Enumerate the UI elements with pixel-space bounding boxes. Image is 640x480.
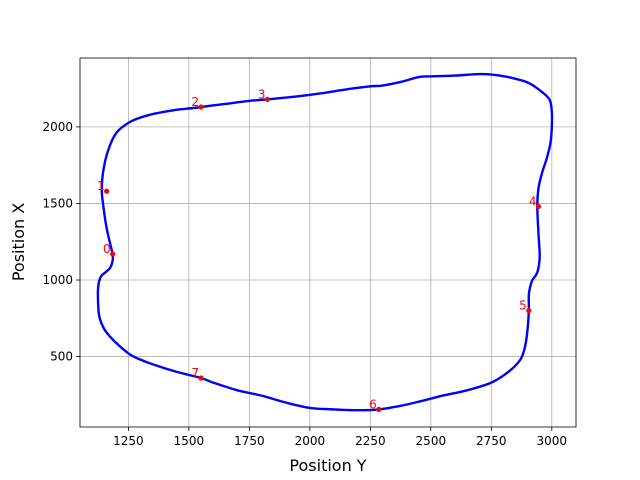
y-tick-label: 500	[50, 350, 73, 364]
marker-point	[198, 104, 204, 110]
marker-label: 3	[258, 87, 266, 101]
x-tick: 3000	[537, 427, 568, 448]
markers: 0 1 2 3 4 5 6 7	[97, 87, 542, 412]
marker-label: 4	[529, 195, 537, 209]
x-tick: 1250	[113, 427, 144, 448]
marker-point	[110, 251, 116, 257]
x-tick-label: 1500	[174, 434, 205, 448]
series-line	[96, 72, 554, 412]
marker-label: 7	[191, 366, 199, 380]
x-tick-label: 2500	[416, 434, 447, 448]
marker-label: 1	[97, 179, 105, 193]
marker-0: 0	[103, 242, 116, 257]
x-tick-label: 3000	[537, 434, 568, 448]
y-tick-label: 1000	[42, 273, 73, 287]
x-tick: 2250	[355, 427, 386, 448]
marker-point	[198, 375, 204, 381]
marker-6: 6	[369, 397, 382, 412]
x-tick-label: 1750	[234, 434, 265, 448]
y-axis-label: Position X	[9, 203, 28, 281]
x-tick: 1500	[174, 427, 205, 448]
marker-label: 0	[103, 242, 111, 256]
marker-label: 6	[369, 397, 377, 411]
x-tick: 2750	[476, 427, 507, 448]
marker-1: 1	[97, 179, 110, 194]
x-tick-label: 2250	[355, 434, 386, 448]
marker-5: 5	[519, 299, 532, 314]
x-tick: 2000	[295, 427, 326, 448]
marker-point	[526, 308, 532, 314]
y-tick: 2000	[42, 120, 80, 134]
marker-point	[264, 96, 271, 102]
y-tick: 500	[50, 350, 80, 364]
y-tick: 1500	[42, 196, 80, 210]
marker-7: 7	[191, 366, 204, 381]
grid	[80, 58, 576, 427]
x-axis-label: Position Y	[289, 456, 366, 475]
marker-point	[376, 406, 382, 412]
y-tick: 1000	[42, 273, 80, 287]
marker-4: 4	[529, 195, 542, 210]
ticks: 1250 1500 1750 2000 2250 2500 2750 300050010001…	[42, 120, 567, 448]
y-tick-label: 1500	[42, 196, 73, 210]
marker-3: 3	[258, 87, 271, 102]
x-tick-label: 2750	[476, 434, 507, 448]
x-tick-label: 2000	[295, 434, 326, 448]
marker-label: 5	[519, 299, 527, 313]
x-tick: 1750	[234, 427, 265, 448]
plot-frame	[79, 57, 577, 428]
marker-2: 2	[191, 95, 204, 110]
marker-point	[535, 203, 542, 210]
y-tick-label: 2000	[42, 120, 73, 134]
x-tick-label: 1250	[113, 434, 144, 448]
marker-label: 2	[191, 95, 199, 109]
x-tick: 2500	[416, 427, 447, 448]
marker-point	[104, 188, 110, 194]
